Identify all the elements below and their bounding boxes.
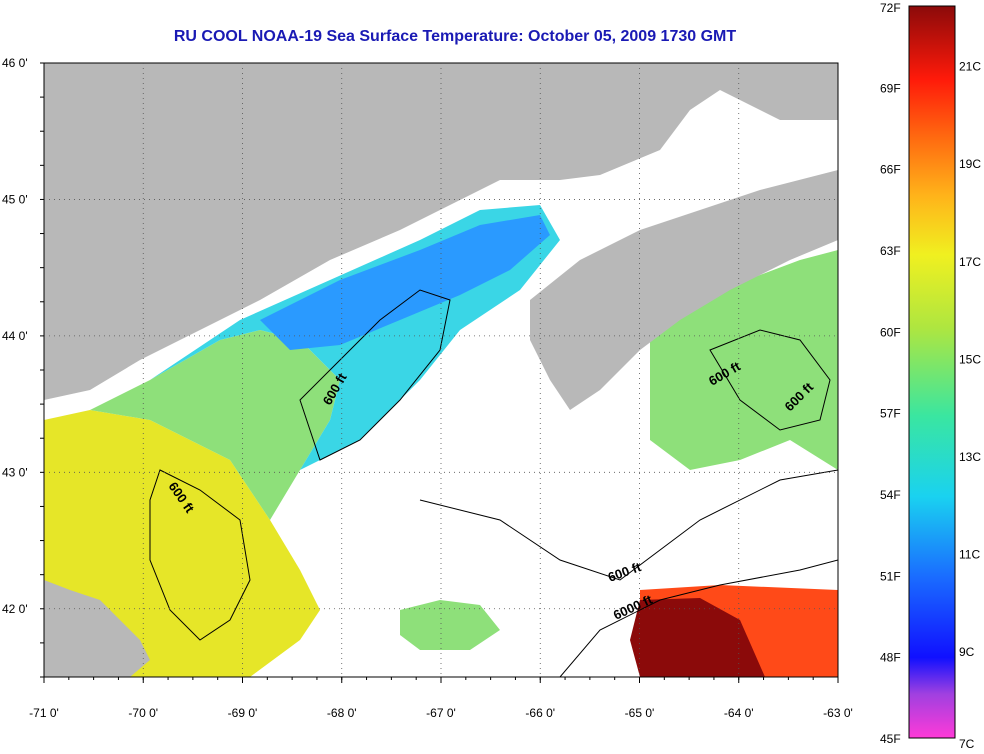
sst-blue-band: [260, 215, 550, 350]
contour-600ft-central: [299, 289, 451, 461]
contour-600ft-east: [709, 329, 831, 431]
colorbar-c-label: 11C: [959, 548, 980, 562]
land-cape-cod: [44, 580, 150, 677]
map-title: RU COOL NOAA-19 Sea Surface Temperature:…: [173, 28, 737, 45]
colorbar-c-label: 17C: [959, 255, 981, 269]
lon-tick-label: -66 0': [525, 706, 555, 720]
contour-600ft-west: [149, 469, 251, 641]
lat-tick-label: 44 0': [2, 329, 28, 343]
lon-tick-label: -64 0': [724, 706, 754, 720]
colorbar-f-label: 45F: [880, 732, 901, 746]
lon-tick-label: -69 0': [228, 706, 258, 720]
colorbar-c-label: 7C: [959, 737, 975, 751]
colorbar: [908, 5, 956, 739]
colorbar-f-label: 69F: [880, 81, 901, 95]
contour-600ft-shelf: [419, 469, 838, 581]
lon-tick-label: -67 0': [426, 706, 456, 720]
sst-green-patch-south: [400, 600, 500, 650]
land-nova-scotia: [530, 170, 838, 410]
colorbar-f-label: 57F: [880, 407, 901, 421]
colorbar-f-label: 72F: [880, 1, 901, 15]
lat-tick-label: 42 0': [2, 602, 28, 616]
colorbar-c-label: 13C: [959, 450, 981, 464]
lat-tick-label: 46 0': [2, 56, 28, 70]
colorbar-f-label: 51F: [880, 569, 901, 583]
colorbar-c-label: 19C: [959, 157, 981, 171]
colorbar-f-label: 63F: [880, 244, 901, 258]
colorbar-celsius-labels: 21C 19C 17C 15C 13C 11C 9C 7C: [959, 60, 981, 751]
lon-tick-label: -71 0': [29, 706, 59, 720]
sst-hot-eddy: [630, 598, 765, 677]
colorbar-f-label: 66F: [880, 163, 901, 177]
colorbar-c-label: 21C: [959, 60, 981, 74]
contour-6000ft: [559, 559, 838, 677]
lon-tick-label: -63 0': [823, 706, 853, 720]
land-maine-coast: [44, 63, 838, 400]
latitude-ticks: 46 0' 45 0' 44 0' 43 0' 42 0': [2, 56, 44, 678]
lon-tick-label: -65 0': [625, 706, 655, 720]
sst-warm-coastal: [44, 410, 320, 677]
lon-tick-label: -70 0': [128, 706, 158, 720]
colorbar-fahrenheit-labels: 72F 69F 66F 63F 60F 57F 54F 51F 48F 45F: [880, 1, 901, 746]
colorbar-f-label: 54F: [880, 488, 901, 502]
lat-tick-label: 43 0': [2, 465, 28, 479]
colorbar-c-label: 9C: [959, 645, 975, 659]
longitude-ticks: -71 0' -70 0' -69 0' -68 0' -67 0' -66 0' -65 …: [29, 677, 853, 720]
lon-tick-label: -68 0': [327, 706, 357, 720]
colorbar-f-label: 60F: [880, 325, 901, 339]
lat-tick-label: 45 0': [2, 192, 28, 206]
colorbar-c-label: 15C: [959, 352, 981, 366]
colorbar-f-label: 48F: [880, 651, 901, 665]
sst-green-coastal: [90, 330, 340, 520]
